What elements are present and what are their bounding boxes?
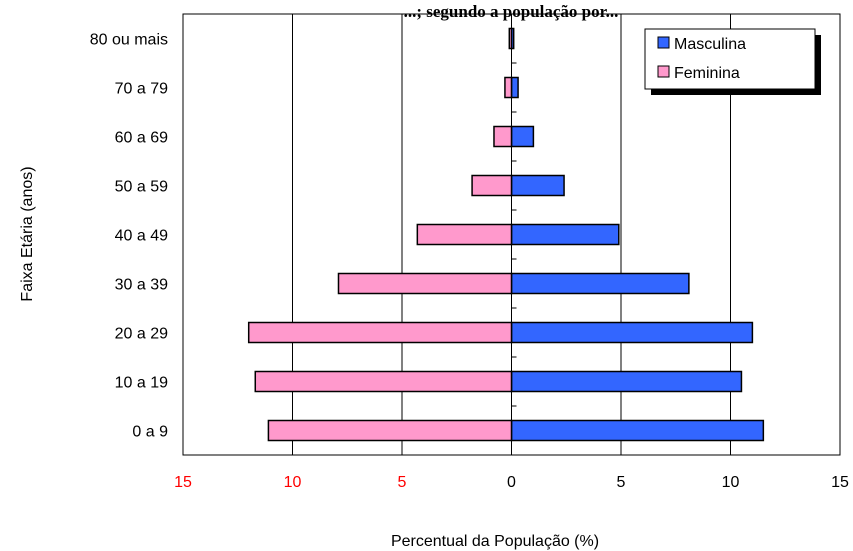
y-tick-label-8: 80 ou mais (90, 32, 168, 49)
center-axis (511, 13, 517, 456)
y-tick-label-0: 0 a 9 (132, 424, 168, 441)
bar-masculina-7 (510, 76, 519, 99)
bar-masculina-1 (510, 370, 743, 393)
legend-swatch-masculina (657, 36, 670, 49)
chart-title: ...; segundo a população por... (404, 2, 619, 21)
y-tick-label-4: 40 a 49 (115, 228, 168, 245)
y-tick-label-2: 20 a 29 (115, 326, 168, 343)
bar-masculina-5 (510, 174, 565, 197)
x-tick-label-3: 0 (507, 474, 516, 491)
y-tick-label-1: 10 a 19 (115, 375, 168, 392)
bar-feminina-3 (337, 272, 513, 295)
legend-swatch-feminina (657, 65, 670, 78)
x-tick-label-0: 15 (174, 474, 192, 491)
x-tick-label-6: 15 (831, 474, 849, 491)
bar-masculina-4 (510, 223, 620, 246)
y-tick-label-3: 30 a 39 (115, 277, 168, 294)
x-tick-label-4: 5 (617, 474, 626, 491)
x-tick-label-5: 10 (722, 474, 740, 491)
bar-masculina-3 (510, 272, 690, 295)
legend-box (644, 28, 816, 90)
legend-label-feminina: Feminina (674, 65, 740, 82)
legend-label-masculina: Masculina (674, 36, 746, 53)
bar-feminina-2 (247, 321, 513, 344)
y-tick-label-6: 60 a 69 (115, 130, 168, 147)
bar-feminina-0 (267, 419, 513, 442)
legend: Masculina Feminina (644, 28, 821, 95)
x-tick-label-2: 5 (398, 474, 407, 491)
bar-feminina-6 (493, 125, 513, 148)
x-tick-labels: 15 10 5 0 5 10 15 (174, 474, 849, 491)
bar-masculina-0 (510, 419, 765, 442)
x-axis-label: Percentual da População (%) (391, 533, 599, 550)
y-tick-labels: 0 a 9 10 a 19 20 a 29 30 a 39 40 a 49 50 a 59… (90, 32, 168, 441)
x-tick-label-1: 10 (284, 474, 302, 491)
bar-feminina-5 (471, 174, 513, 197)
bar-feminina-1 (254, 370, 513, 393)
bar-feminina-7 (504, 76, 513, 99)
bar-masculina-6 (510, 125, 535, 148)
y-tick-label-7: 70 a 79 (115, 81, 168, 98)
bar-masculina-2 (510, 321, 754, 344)
bar-feminina-4 (416, 223, 513, 246)
y-axis-label: Faixa Etária (anos) (19, 166, 36, 301)
bars-group (247, 27, 765, 442)
y-tick-label-5: 50 a 59 (115, 179, 168, 196)
